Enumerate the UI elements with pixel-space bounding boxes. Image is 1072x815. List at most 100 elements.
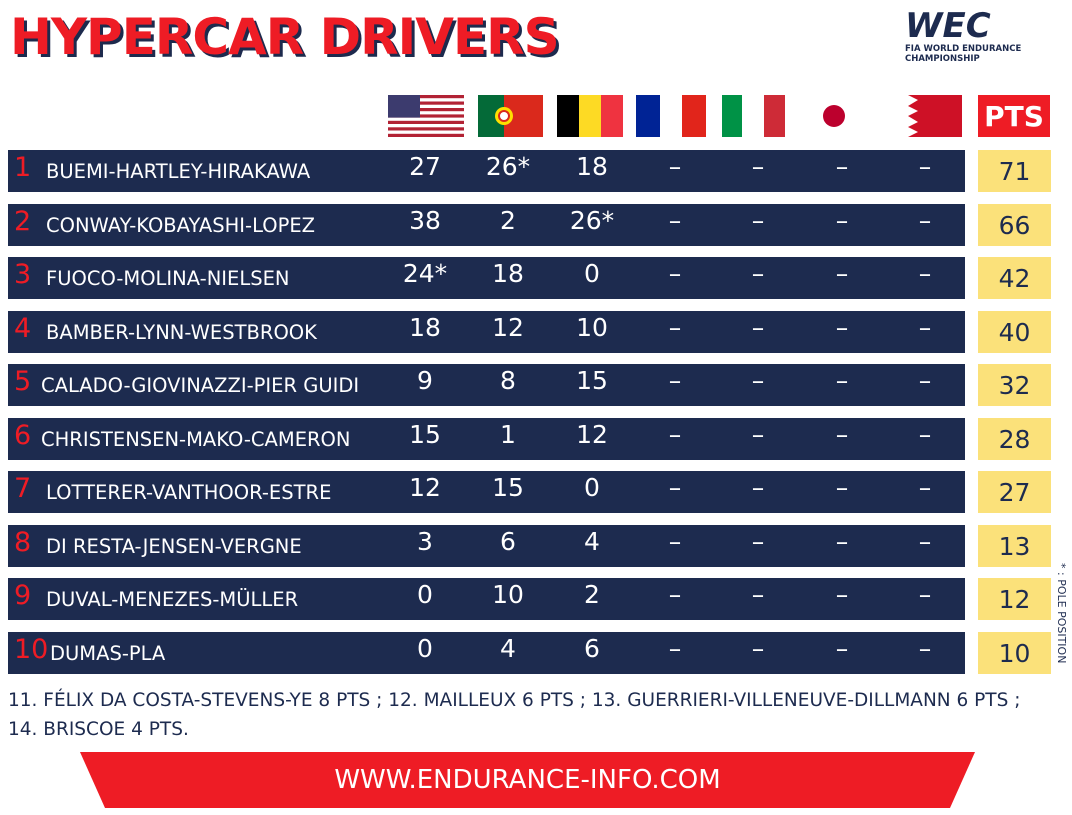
drivers: FUOCO-MOLINA-NIELSEN [46, 267, 290, 290]
drivers: LOTTERER-VANTHOOR-ESTRE [46, 481, 332, 504]
points-header: PTS [978, 95, 1050, 137]
banner [80, 752, 975, 808]
row: 3 FUOCO-MOLINA-NIELSEN 24* 18 0 – – – – [8, 257, 965, 299]
drivers: DUMAS-PLA [50, 641, 166, 665]
drivers: BUEMI-HARTLEY-HIRAKAWA [46, 160, 311, 183]
legend: * : POLE POSITION [1055, 563, 1068, 664]
result: 0 [417, 633, 433, 663]
logo-line: FIA WORLD ENDURANCE [905, 44, 1021, 54]
flag-usa [388, 95, 464, 137]
row: 6 CHRISTENSEN-MAKO-CAMERON 15 1 12 – – – – [8, 417, 965, 460]
result: – [751, 152, 765, 181]
result: – [835, 366, 849, 395]
row: 5 CALADO-GIOVINAZZI-PIER GUIDI 9 8 15 – – – – [8, 364, 965, 406]
flag-bahrain [908, 95, 962, 137]
position: 9 [14, 580, 32, 611]
result: – [835, 633, 849, 663]
result: – [751, 259, 765, 288]
result: – [751, 366, 765, 395]
result: – [918, 152, 932, 181]
result: 4 [500, 633, 516, 663]
result: 12 [409, 473, 441, 502]
result: – [835, 152, 849, 181]
position: 7 [14, 473, 32, 504]
result: 6 [584, 633, 600, 663]
points: 42 [978, 257, 1051, 299]
result: – [835, 473, 849, 502]
row: 10 DUMAS-PLA 0 4 6 – – – – [8, 631, 965, 674]
result: 10 [492, 580, 524, 609]
result: – [751, 419, 765, 449]
result: 0 [584, 259, 600, 288]
points: 13 [978, 524, 1051, 567]
result: 12 [576, 419, 608, 449]
result: – [835, 419, 849, 449]
result: – [835, 312, 849, 342]
drivers: CHRISTENSEN-MAKO-CAMERON [41, 427, 351, 451]
result: – [918, 366, 932, 395]
result: 24* [402, 259, 448, 288]
result: 12 [492, 312, 524, 342]
result: 18 [576, 152, 608, 181]
points: 32 [978, 364, 1051, 406]
result: 18 [492, 259, 524, 288]
drivers: BAMBER-LYNN-WESTBROOK [46, 320, 317, 344]
points: 71 [978, 150, 1051, 192]
result: – [918, 419, 932, 449]
result: 15 [576, 366, 608, 395]
row: 8 DI RESTA-JENSEN-VERGNE 3 6 4 – – – – [8, 524, 965, 567]
points: 28 [978, 417, 1051, 460]
result: 10 [576, 312, 608, 342]
result: – [668, 580, 682, 609]
drivers: CALADO-GIOVINAZZI-PIER GUIDI [41, 374, 360, 397]
result: – [918, 526, 932, 556]
result: 0 [417, 580, 433, 609]
row: 9 DUVAL-MENEZES-MÜLLER 0 10 2 – – – – [8, 578, 965, 620]
drivers: CONWAY-KOBAYASHI-LOPEZ [46, 213, 316, 237]
result: – [835, 205, 849, 235]
result: – [668, 473, 682, 502]
result: 15 [492, 473, 524, 502]
flag-belgium [557, 95, 623, 137]
result: 4 [584, 526, 600, 556]
result: 0 [584, 473, 600, 502]
result: – [668, 633, 682, 663]
position: 2 [14, 205, 32, 237]
result: 26* [485, 152, 531, 181]
row: 7 LOTTERER-VANTHOOR-ESTRE 12 15 0 – – – – [8, 471, 965, 513]
result: – [835, 526, 849, 556]
result: 38 [409, 205, 441, 235]
position: 3 [14, 259, 32, 290]
result: 27 [409, 152, 441, 181]
result: – [918, 205, 932, 235]
points: 27 [978, 471, 1051, 513]
result: – [668, 152, 682, 181]
points: 66 [978, 203, 1051, 246]
result: – [751, 205, 765, 235]
position: 5 [14, 366, 32, 397]
position: 4 [14, 312, 32, 344]
result: 6 [500, 526, 516, 556]
title: HYPERCAR DRIVERS [10, 8, 560, 66]
result: 18 [409, 312, 441, 342]
points: 10 [978, 631, 1051, 674]
logo-line: CHAMPIONSHIP [905, 54, 980, 64]
result: 2 [500, 205, 516, 235]
footnote: 11. FÉLIX DA COSTA-STEVENS-YE 8 PTS ; 12… [8, 690, 1021, 740]
result: 9 [417, 366, 433, 395]
result: 8 [500, 366, 516, 395]
position: 6 [14, 419, 32, 451]
logo: WEC FIA WORLD ENDURANCE CHAMPIONSHIP [905, 6, 1021, 64]
website: WWW.ENDURANCE-INFO.COM [334, 765, 721, 795]
result: 26* [569, 205, 615, 235]
result: 3 [417, 526, 433, 556]
result: – [751, 312, 765, 342]
result: 15 [409, 419, 441, 449]
result: 2 [584, 580, 600, 609]
result: – [668, 366, 682, 395]
result: – [918, 259, 932, 288]
result: – [751, 580, 765, 609]
result: – [668, 205, 682, 235]
result: – [835, 580, 849, 609]
